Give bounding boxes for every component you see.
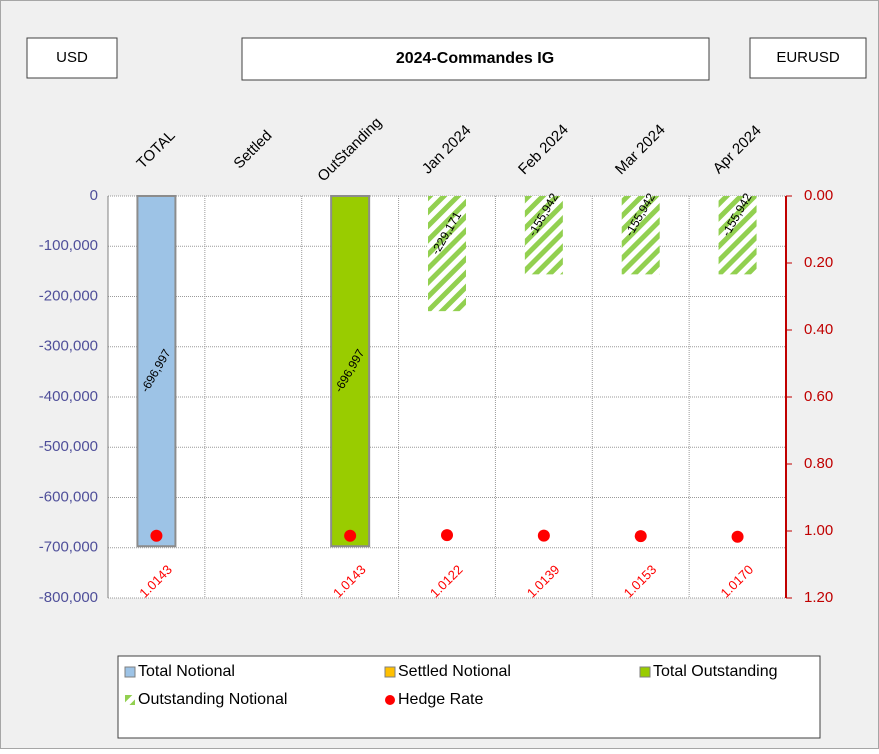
- y2-tick-label: 1.00: [804, 522, 833, 539]
- currency-box: [26, 37, 118, 79]
- y-tick-label: -800,000: [39, 589, 98, 606]
- y2-tick-label: 0.80: [804, 455, 833, 472]
- legend-box: [117, 655, 821, 739]
- legend-label: Settled Notional: [398, 663, 511, 680]
- y2-tick-label: 0.20: [804, 254, 833, 271]
- bar: [718, 196, 757, 275]
- legend-marker: [384, 666, 396, 678]
- y-tick-label: -500,000: [39, 438, 98, 455]
- y2-tick-label: 0.60: [804, 388, 833, 405]
- hedge-rate-dot: [150, 529, 163, 542]
- y-tick-label: -700,000: [39, 539, 98, 556]
- bar: [428, 196, 466, 312]
- hedge-rate-dot: [634, 530, 647, 543]
- legend-marker: [639, 666, 651, 678]
- legend-label: Hedge Rate: [398, 691, 483, 708]
- currency: USD: [56, 49, 88, 66]
- hedge-rate-dot: [344, 529, 357, 542]
- y-tick-label: -100,000: [39, 237, 98, 254]
- legend-label: Total Notional: [138, 663, 235, 680]
- y2-tick-label: 0.00: [804, 187, 833, 204]
- hedge-rate-dot: [537, 529, 550, 542]
- title-box: [241, 37, 710, 81]
- y-tick-label: -300,000: [39, 338, 98, 355]
- legend-marker: [124, 666, 136, 678]
- legend-marker: [385, 695, 395, 705]
- hedge-rate-dot: [731, 530, 744, 543]
- legend-label: Outstanding Notional: [138, 691, 287, 708]
- chart-title: 2024-Commandes IG: [396, 50, 554, 67]
- bar: [136, 195, 177, 548]
- bar: [330, 195, 371, 548]
- legend-marker: [125, 695, 135, 705]
- pair: EURUSD: [776, 49, 840, 66]
- bar: [524, 196, 563, 275]
- y-tick-label: -400,000: [39, 388, 98, 405]
- legend-label: Total Outstanding: [653, 663, 778, 680]
- hedge-rate-dot: [441, 529, 453, 542]
- bar: [621, 196, 660, 275]
- y-tick-label: -600,000: [39, 488, 98, 505]
- pair-box: [749, 37, 867, 79]
- y-tick-label: 0: [90, 187, 98, 204]
- y2-tick-label: 1.20: [804, 589, 833, 606]
- y2-tick-label: 0.40: [804, 321, 833, 338]
- y-tick-label: -200,000: [39, 287, 98, 304]
